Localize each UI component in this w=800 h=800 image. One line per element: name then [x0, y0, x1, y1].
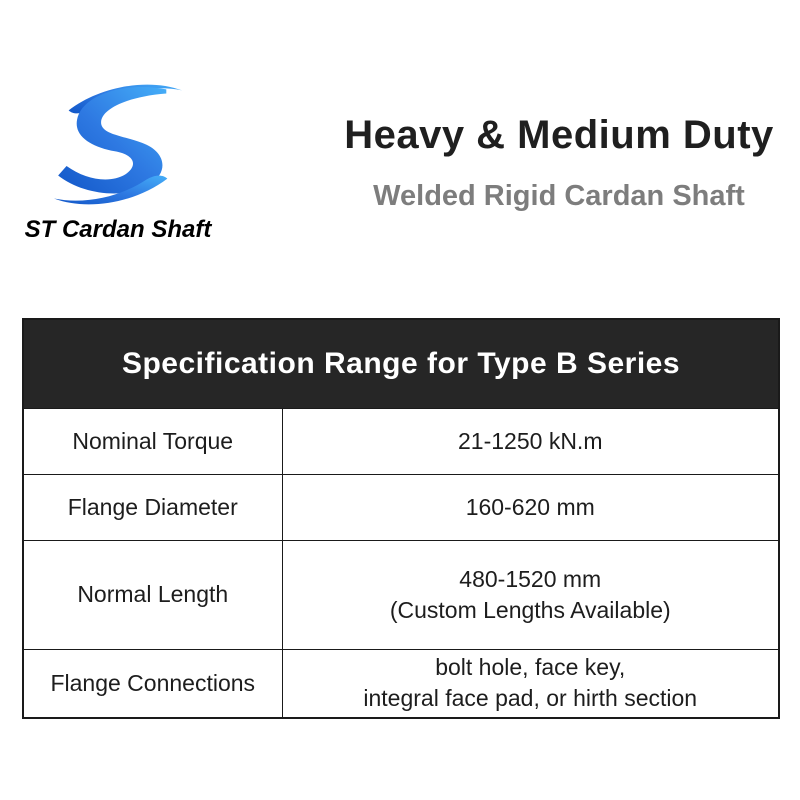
spec-label: Nominal Torque: [22, 407, 283, 475]
spec-table: Specification Range for Type B Series No…: [22, 318, 780, 719]
spec-value: bolt hole, face key, integral face pad, …: [281, 648, 780, 719]
logo: ST Cardan Shaft: [18, 82, 218, 244]
page-title: Heavy & Medium Duty: [344, 113, 774, 157]
st-cardan-shaft-logo-icon: [53, 84, 183, 205]
table-row: Flange Diameter 160-620 mm: [22, 473, 780, 541]
table-row: Normal Length 480-1520 mm (Custom Length…: [22, 539, 780, 650]
table-row: Flange Connections bolt hole, face key, …: [22, 648, 780, 719]
spec-value: 480-1520 mm (Custom Lengths Available): [281, 539, 780, 650]
spec-label: Flange Connections: [22, 648, 283, 719]
spec-table-title: Specification Range for Type B Series: [22, 318, 780, 409]
spec-value: 160-620 mm: [281, 473, 780, 541]
spec-label: Normal Length: [22, 539, 283, 650]
spec-label: Flange Diameter: [22, 473, 283, 541]
title-block: Heavy & Medium Duty Welded Rigid Cardan …: [320, 112, 798, 212]
spec-table-header-row: Specification Range for Type B Series: [22, 318, 780, 409]
spec-value: 21-1250 kN.m: [281, 407, 780, 475]
page-subtitle: Welded Rigid Cardan Shaft: [373, 180, 745, 212]
brand-name: ST Cardan Shaft: [24, 216, 212, 243]
table-row: Nominal Torque 21-1250 kN.m: [22, 407, 780, 475]
